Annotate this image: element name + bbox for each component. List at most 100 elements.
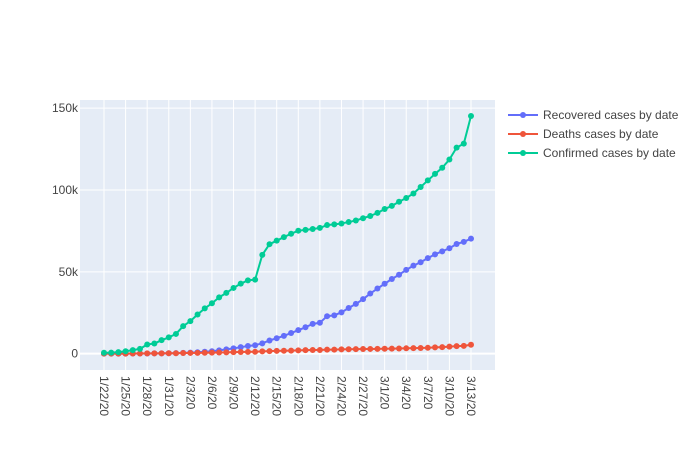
data-point[interactable] bbox=[266, 337, 273, 344]
data-point[interactable] bbox=[187, 349, 194, 356]
data-point[interactable] bbox=[252, 348, 259, 355]
data-point[interactable] bbox=[180, 350, 187, 357]
data-point[interactable] bbox=[352, 346, 359, 353]
data-point[interactable] bbox=[237, 344, 244, 351]
data-point[interactable] bbox=[288, 330, 295, 337]
legend[interactable]: Recovered cases by date Deaths cases by d… bbox=[508, 108, 679, 160]
data-point[interactable] bbox=[151, 340, 158, 347]
data-point[interactable] bbox=[453, 343, 460, 350]
data-point[interactable] bbox=[259, 348, 266, 355]
data-point[interactable] bbox=[338, 220, 345, 227]
data-point[interactable] bbox=[381, 206, 388, 213]
data-point[interactable] bbox=[338, 309, 345, 316]
data-point[interactable] bbox=[367, 213, 374, 219]
data-point[interactable] bbox=[158, 337, 165, 344]
legend-item[interactable]: Deaths cases by date bbox=[508, 127, 659, 141]
data-point[interactable] bbox=[424, 255, 431, 262]
data-point[interactable] bbox=[331, 221, 338, 228]
data-point[interactable] bbox=[208, 300, 215, 307]
data-point[interactable] bbox=[208, 349, 215, 356]
data-point[interactable] bbox=[360, 296, 367, 303]
data-point[interactable] bbox=[122, 348, 129, 355]
data-point[interactable] bbox=[468, 235, 474, 242]
data-point[interactable] bbox=[460, 140, 467, 147]
data-point[interactable] bbox=[273, 347, 280, 354]
data-point[interactable] bbox=[201, 305, 208, 312]
data-point[interactable] bbox=[280, 234, 287, 241]
data-point[interactable] bbox=[180, 323, 187, 330]
legend-item[interactable]: Confirmed cases by date bbox=[508, 146, 676, 160]
data-point[interactable] bbox=[453, 144, 460, 151]
data-point[interactable] bbox=[223, 289, 230, 296]
data-point[interactable] bbox=[101, 349, 107, 356]
data-point[interactable] bbox=[374, 345, 381, 352]
data-point[interactable] bbox=[424, 344, 431, 351]
data-point[interactable] bbox=[244, 342, 251, 349]
data-point[interactable] bbox=[216, 349, 223, 356]
data-point[interactable] bbox=[381, 280, 388, 287]
data-point[interactable] bbox=[338, 346, 345, 353]
data-point[interactable] bbox=[316, 346, 323, 353]
data-point[interactable] bbox=[403, 194, 410, 201]
data-point[interactable] bbox=[280, 347, 287, 354]
data-point[interactable] bbox=[273, 237, 280, 244]
data-point[interactable] bbox=[410, 190, 417, 197]
data-point[interactable] bbox=[259, 340, 266, 347]
data-point[interactable] bbox=[331, 312, 338, 319]
data-point[interactable] bbox=[468, 113, 474, 120]
data-point[interactable] bbox=[194, 349, 201, 356]
data-point[interactable] bbox=[432, 170, 439, 177]
data-point[interactable] bbox=[360, 215, 367, 222]
data-point[interactable] bbox=[266, 241, 273, 248]
data-point[interactable] bbox=[115, 349, 122, 356]
data-point[interactable] bbox=[302, 347, 309, 354]
data-point[interactable] bbox=[273, 335, 280, 342]
data-point[interactable] bbox=[316, 319, 323, 326]
data-point[interactable] bbox=[259, 251, 266, 258]
data-point[interactable] bbox=[417, 184, 424, 191]
data-point[interactable] bbox=[295, 327, 302, 334]
data-point[interactable] bbox=[309, 320, 316, 327]
data-point[interactable] bbox=[172, 350, 179, 357]
data-point[interactable] bbox=[280, 332, 287, 339]
data-point[interactable] bbox=[381, 345, 388, 352]
data-point[interactable] bbox=[223, 349, 230, 356]
data-point[interactable] bbox=[417, 344, 424, 351]
data-point[interactable] bbox=[129, 347, 136, 354]
data-point[interactable] bbox=[172, 330, 179, 337]
data-point[interactable] bbox=[439, 344, 446, 351]
data-point[interactable] bbox=[460, 238, 467, 245]
data-point[interactable] bbox=[396, 271, 403, 278]
data-point[interactable] bbox=[460, 342, 467, 349]
data-point[interactable] bbox=[396, 345, 403, 352]
data-point[interactable] bbox=[446, 245, 453, 252]
data-point[interactable] bbox=[252, 276, 259, 283]
data-point[interactable] bbox=[388, 276, 395, 283]
data-point[interactable] bbox=[309, 346, 316, 353]
data-point[interactable] bbox=[295, 227, 302, 234]
data-point[interactable] bbox=[439, 248, 446, 255]
data-point[interactable] bbox=[410, 262, 417, 269]
data-point[interactable] bbox=[331, 346, 338, 353]
data-point[interactable] bbox=[252, 342, 259, 349]
data-point[interactable] bbox=[345, 304, 352, 311]
data-point[interactable] bbox=[432, 344, 439, 351]
data-point[interactable] bbox=[374, 285, 381, 292]
data-point[interactable] bbox=[396, 198, 403, 205]
data-point[interactable] bbox=[266, 348, 273, 355]
data-point[interactable] bbox=[144, 350, 151, 357]
data-point[interactable] bbox=[165, 350, 172, 357]
data-point[interactable] bbox=[194, 311, 201, 318]
data-point[interactable] bbox=[237, 348, 244, 355]
data-point[interactable] bbox=[468, 341, 474, 348]
data-point[interactable] bbox=[367, 345, 374, 352]
data-point[interactable] bbox=[453, 241, 460, 247]
data-point[interactable] bbox=[324, 346, 331, 353]
data-point[interactable] bbox=[187, 318, 194, 325]
data-point[interactable] bbox=[237, 280, 244, 287]
data-point[interactable] bbox=[316, 224, 323, 231]
data-point[interactable] bbox=[388, 345, 395, 352]
data-point[interactable] bbox=[108, 349, 115, 356]
data-point[interactable] bbox=[136, 345, 143, 352]
data-point[interactable] bbox=[288, 347, 295, 354]
